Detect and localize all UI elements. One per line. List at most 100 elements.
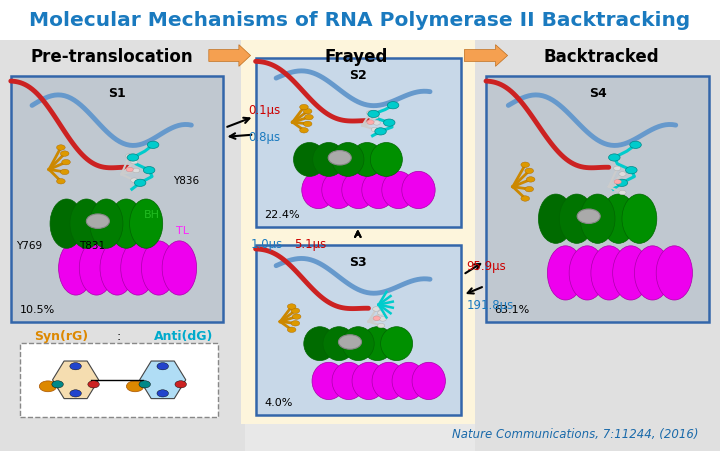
Ellipse shape	[381, 327, 413, 361]
Circle shape	[291, 308, 300, 314]
Ellipse shape	[162, 241, 197, 295]
Text: S1: S1	[108, 87, 126, 100]
Circle shape	[387, 102, 399, 110]
Bar	[241, 32, 475, 424]
Circle shape	[368, 111, 379, 118]
Ellipse shape	[569, 246, 606, 300]
Text: 191.8μs: 191.8μs	[467, 298, 514, 311]
Circle shape	[291, 321, 300, 326]
Text: S3: S3	[349, 256, 367, 269]
Ellipse shape	[312, 143, 345, 177]
Ellipse shape	[90, 199, 123, 249]
Circle shape	[300, 128, 308, 133]
Ellipse shape	[361, 172, 395, 209]
Circle shape	[88, 381, 99, 388]
Bar	[256, 246, 461, 415]
Ellipse shape	[294, 143, 325, 177]
Circle shape	[131, 179, 138, 183]
Circle shape	[619, 172, 626, 177]
Ellipse shape	[370, 143, 402, 177]
Text: 95.9μs: 95.9μs	[467, 260, 506, 272]
Circle shape	[126, 154, 133, 159]
Bar	[486, 77, 709, 322]
Circle shape	[375, 129, 387, 136]
Circle shape	[148, 142, 159, 149]
Text: Molecular Mechanisms of RNA Polymerase II Backtracking: Molecular Mechanisms of RNA Polymerase I…	[30, 11, 690, 30]
Ellipse shape	[323, 327, 355, 361]
Circle shape	[379, 317, 387, 322]
Ellipse shape	[332, 143, 364, 177]
Circle shape	[608, 155, 620, 162]
Ellipse shape	[601, 195, 636, 244]
Circle shape	[303, 122, 312, 127]
Polygon shape	[140, 361, 186, 399]
Circle shape	[132, 169, 140, 173]
Circle shape	[626, 167, 637, 175]
Circle shape	[127, 155, 139, 162]
Text: Frayed: Frayed	[325, 47, 388, 65]
Circle shape	[86, 215, 109, 229]
Ellipse shape	[141, 241, 176, 295]
Circle shape	[616, 180, 628, 187]
Ellipse shape	[304, 327, 336, 361]
Ellipse shape	[70, 199, 103, 249]
Circle shape	[372, 128, 379, 133]
Ellipse shape	[121, 241, 156, 295]
Ellipse shape	[58, 241, 93, 295]
Ellipse shape	[100, 241, 135, 295]
Circle shape	[143, 167, 155, 175]
Circle shape	[300, 105, 308, 110]
Ellipse shape	[539, 195, 573, 244]
Circle shape	[70, 363, 81, 370]
FancyArrow shape	[209, 46, 251, 67]
Text: Y769: Y769	[16, 241, 42, 251]
Text: BH: BH	[144, 209, 160, 219]
Bar	[20, 343, 218, 417]
Text: T831: T831	[79, 241, 105, 251]
Text: 10.5%: 10.5%	[19, 304, 55, 314]
Circle shape	[630, 142, 642, 149]
Circle shape	[338, 335, 361, 350]
Circle shape	[372, 115, 379, 120]
Text: 1.0μs: 1.0μs	[251, 237, 283, 250]
Circle shape	[131, 160, 138, 165]
Ellipse shape	[130, 199, 163, 249]
Ellipse shape	[392, 363, 426, 400]
Circle shape	[126, 168, 133, 172]
Circle shape	[157, 363, 168, 370]
Ellipse shape	[656, 246, 693, 300]
Ellipse shape	[361, 327, 393, 361]
Bar	[475, 0, 720, 451]
Bar	[11, 77, 223, 322]
Ellipse shape	[591, 246, 627, 300]
FancyArrow shape	[464, 46, 508, 67]
Text: 63.1%: 63.1%	[495, 304, 530, 314]
Ellipse shape	[412, 363, 446, 400]
Text: Nature Communications, 7:11244, (2016): Nature Communications, 7:11244, (2016)	[452, 427, 698, 440]
Circle shape	[373, 307, 380, 312]
Ellipse shape	[622, 195, 657, 244]
Ellipse shape	[79, 241, 114, 295]
Ellipse shape	[109, 199, 143, 249]
Circle shape	[287, 327, 296, 333]
Text: 4.0%: 4.0%	[264, 397, 292, 407]
Circle shape	[60, 152, 69, 157]
Circle shape	[377, 311, 384, 315]
Ellipse shape	[50, 199, 84, 249]
Circle shape	[175, 381, 186, 388]
Circle shape	[40, 381, 57, 392]
Ellipse shape	[322, 172, 355, 209]
Circle shape	[57, 179, 66, 184]
Circle shape	[60, 170, 69, 175]
Text: 0.1μs: 0.1μs	[248, 104, 281, 117]
Circle shape	[70, 390, 81, 397]
Text: 22.4%: 22.4%	[264, 210, 300, 220]
Ellipse shape	[634, 246, 671, 300]
Circle shape	[367, 121, 374, 125]
Ellipse shape	[332, 363, 365, 400]
Ellipse shape	[613, 246, 649, 300]
Circle shape	[62, 160, 71, 166]
Text: Backtracked: Backtracked	[544, 47, 659, 65]
Circle shape	[305, 115, 313, 120]
Ellipse shape	[342, 327, 374, 361]
